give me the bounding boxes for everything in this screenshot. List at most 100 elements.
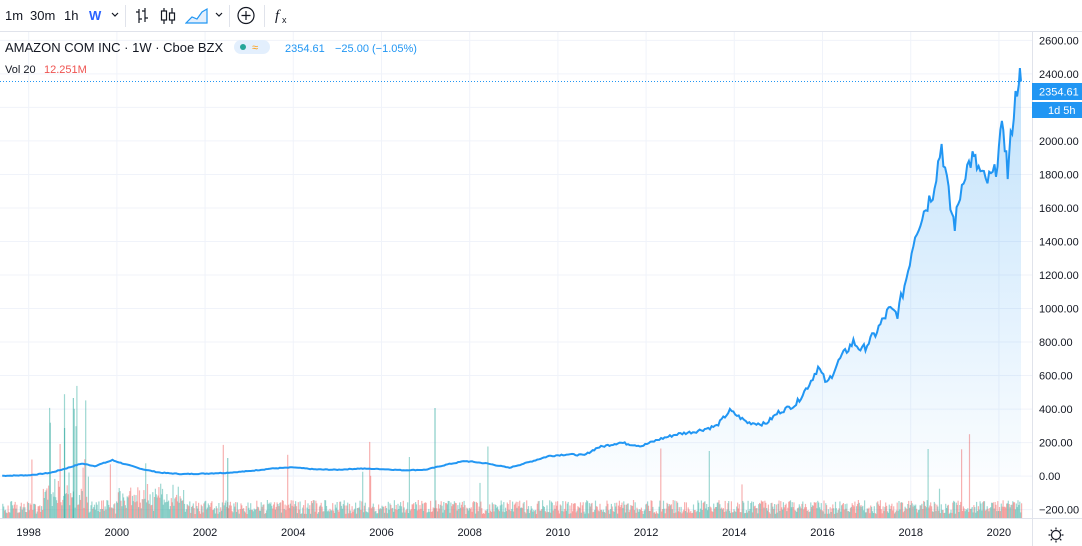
- volume-bar: [811, 505, 814, 518]
- chevron-down-icon[interactable]: [110, 0, 120, 31]
- price-tag-countdown: 1d 5h: [1048, 105, 1076, 117]
- volume-bar: [714, 507, 717, 518]
- volume-bar: [329, 508, 331, 518]
- volume-bar: [793, 502, 795, 518]
- chevron-down-icon[interactable]: [214, 0, 224, 31]
- volume-bar: [468, 507, 470, 518]
- bars-icon[interactable]: [134, 0, 150, 31]
- volume-bar: [916, 512, 919, 518]
- volume-bar: [572, 503, 575, 518]
- volume-bar: [450, 502, 452, 518]
- volume-bar: [828, 513, 830, 518]
- volume-bar: [144, 498, 146, 518]
- settings-icon[interactable]: [1048, 527, 1064, 543]
- volume-bar: [196, 506, 198, 518]
- volume-bar: [976, 511, 979, 518]
- volume-bar: [669, 505, 672, 518]
- price-change: −25.00 (−1.05%): [335, 43, 417, 55]
- volume-bar: [698, 502, 700, 518]
- volume-bar: [284, 504, 286, 518]
- volume-bar: [557, 510, 560, 518]
- volume-bar: [334, 504, 336, 518]
- volume-bar: [852, 505, 854, 518]
- volume-bar: [957, 500, 959, 518]
- volume-bar: [768, 512, 770, 518]
- volume-bar: [101, 509, 104, 518]
- volume-bar: [36, 511, 38, 518]
- volume-bar: [540, 510, 542, 518]
- volume-bar: [235, 511, 238, 518]
- volume-bar: [363, 512, 365, 518]
- volume-bar: [897, 510, 899, 518]
- volume-bar: [653, 512, 655, 518]
- status-badge[interactable]: ≈: [234, 40, 270, 54]
- volume-bar: [442, 512, 444, 518]
- volume-bar: [826, 505, 828, 518]
- symbol-title[interactable]: AMAZON COM INC · 1W · Cboe BZX: [5, 40, 223, 55]
- volume-bar: [333, 510, 335, 518]
- x-tick-label: 2010: [546, 527, 570, 539]
- volume-bar: [759, 502, 761, 518]
- volume-bar: [550, 501, 552, 518]
- volume-bar: [571, 503, 573, 518]
- interval-1h[interactable]: 1h: [64, 8, 79, 23]
- volume-bar: [875, 513, 877, 518]
- time-axis[interactable]: 1998 2000 2002 2004 2006 2008 2010 2012 2014 2016…: [0, 518, 1082, 540]
- volume-bar: [902, 512, 904, 518]
- svg-text:f: f: [275, 8, 281, 24]
- plus-circle-icon[interactable]: [236, 0, 256, 31]
- interval-30m[interactable]: 30m: [30, 8, 56, 23]
- price-chart[interactable]: AMAZON COM INC · 1W · Cboe BZX ≈ 2354.61…: [0, 32, 1082, 546]
- volume-bar: [305, 513, 307, 518]
- volume-bar: [650, 500, 652, 518]
- area-icon[interactable]: [184, 0, 209, 31]
- volume-bar: [303, 513, 306, 518]
- volume-bar: [567, 501, 569, 518]
- volume-bar: [295, 501, 297, 518]
- volume-bar: [916, 508, 918, 518]
- volume-bar: [84, 459, 86, 518]
- volume-label[interactable]: Vol 20: [5, 64, 36, 76]
- volume-bar: [365, 511, 367, 518]
- volume-bar: [760, 500, 762, 518]
- volume-bar: [485, 510, 487, 518]
- volume-bar: [190, 512, 192, 518]
- volume-bar: [448, 501, 450, 518]
- volume-bar: [837, 510, 839, 518]
- volume-bar: [134, 502, 136, 518]
- volume-bar: [218, 503, 220, 518]
- volume-bar: [408, 457, 410, 518]
- volume-bar: [372, 503, 374, 518]
- volume-bar: [475, 513, 477, 518]
- volume-bar: [894, 512, 896, 518]
- volume-bar: [208, 505, 210, 518]
- volume-bar: [345, 513, 347, 518]
- volume-bar: [652, 506, 654, 518]
- interval-1m[interactable]: 1m: [5, 8, 24, 23]
- volume-bar: [250, 509, 253, 518]
- volume-bar: [509, 500, 511, 518]
- volume-bar: [306, 507, 308, 518]
- volume-bar: [281, 500, 283, 518]
- volume-bar: [770, 503, 772, 518]
- volume-bar: [273, 502, 276, 518]
- volume-bar: [639, 509, 641, 518]
- candles-icon[interactable]: [159, 0, 177, 31]
- volume-bar: [546, 505, 548, 518]
- x-tick-label: 2016: [810, 527, 834, 539]
- volume-bar: [78, 495, 81, 518]
- volume-bar: [866, 508, 868, 518]
- volume-bar: [651, 500, 653, 518]
- volume-bar: [430, 500, 432, 518]
- interval-w[interactable]: W: [89, 8, 102, 23]
- volume-bar: [849, 507, 852, 518]
- volume-bar: [177, 486, 179, 518]
- volume-bar: [989, 508, 991, 518]
- volume-bar: [747, 500, 749, 518]
- volume-bar: [643, 510, 645, 518]
- volume-bar: [449, 512, 451, 518]
- volume-bar: [623, 501, 625, 518]
- volume-bar: [70, 493, 72, 518]
- volume-bar: [690, 511, 692, 518]
